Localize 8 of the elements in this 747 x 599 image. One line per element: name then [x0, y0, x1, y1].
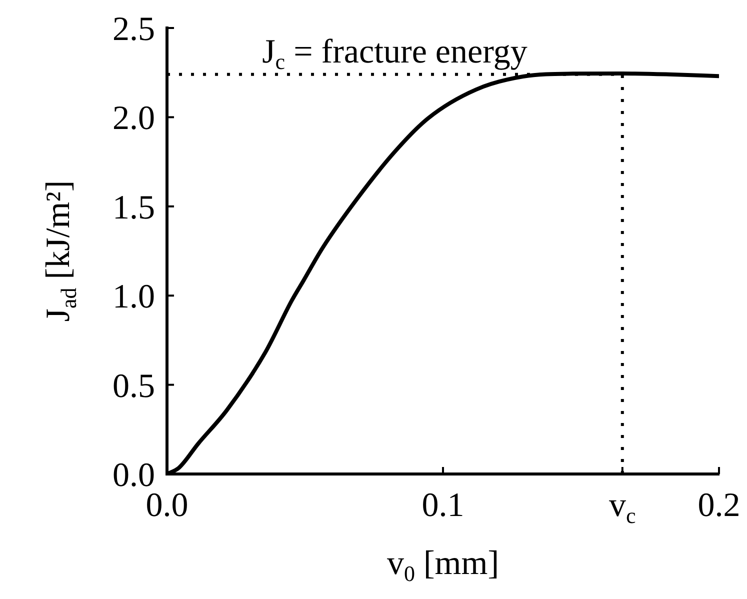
- x-tick-label: 0.1: [422, 487, 464, 524]
- x-tick-label: 0.2: [698, 487, 740, 524]
- y-tick-label: 1.5: [112, 189, 155, 226]
- y-tick-label: 2.0: [112, 100, 155, 138]
- y-tick-label: 2.5: [112, 11, 155, 48]
- y-axis-title: Jad [kJ/m²]: [40, 180, 81, 322]
- y-tick-label: 0.5: [112, 368, 155, 405]
- y-tick-label: 1.0: [112, 278, 155, 316]
